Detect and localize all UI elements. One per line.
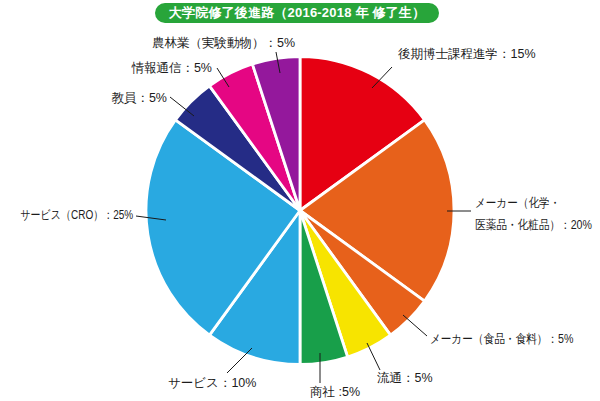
label-agriculture: 農林業（実験動物）：5%	[152, 35, 295, 51]
chart-title: 大学院修了後進路（2016-2018 年 修了生）	[155, 3, 439, 23]
label-maker-chemical: メーカー（化学・ 医薬品・化粧品）：20%	[475, 192, 592, 236]
label-service-cro: サービス（CRO）：25%	[20, 207, 133, 223]
leader-line-maker-food	[403, 315, 427, 336]
label-teacher: 教員：5%	[111, 90, 167, 106]
label-distribution: 流通：5%	[377, 370, 433, 386]
label-trading-company: 商社 :5%	[310, 384, 360, 400]
label-doctoral-course: 後期博士課程進学：15%	[398, 46, 536, 62]
label-it-communication: 情報通信：5%	[131, 60, 212, 76]
chart-area: 大学院修了後進路（2016-2018 年 修了生） 後期博士課程進学：15% メ…	[0, 0, 600, 401]
label-service: サービス：10%	[168, 375, 256, 391]
label-maker-food: メーカー（食品・食料）：5%	[430, 331, 573, 347]
pie-slices	[146, 56, 454, 364]
